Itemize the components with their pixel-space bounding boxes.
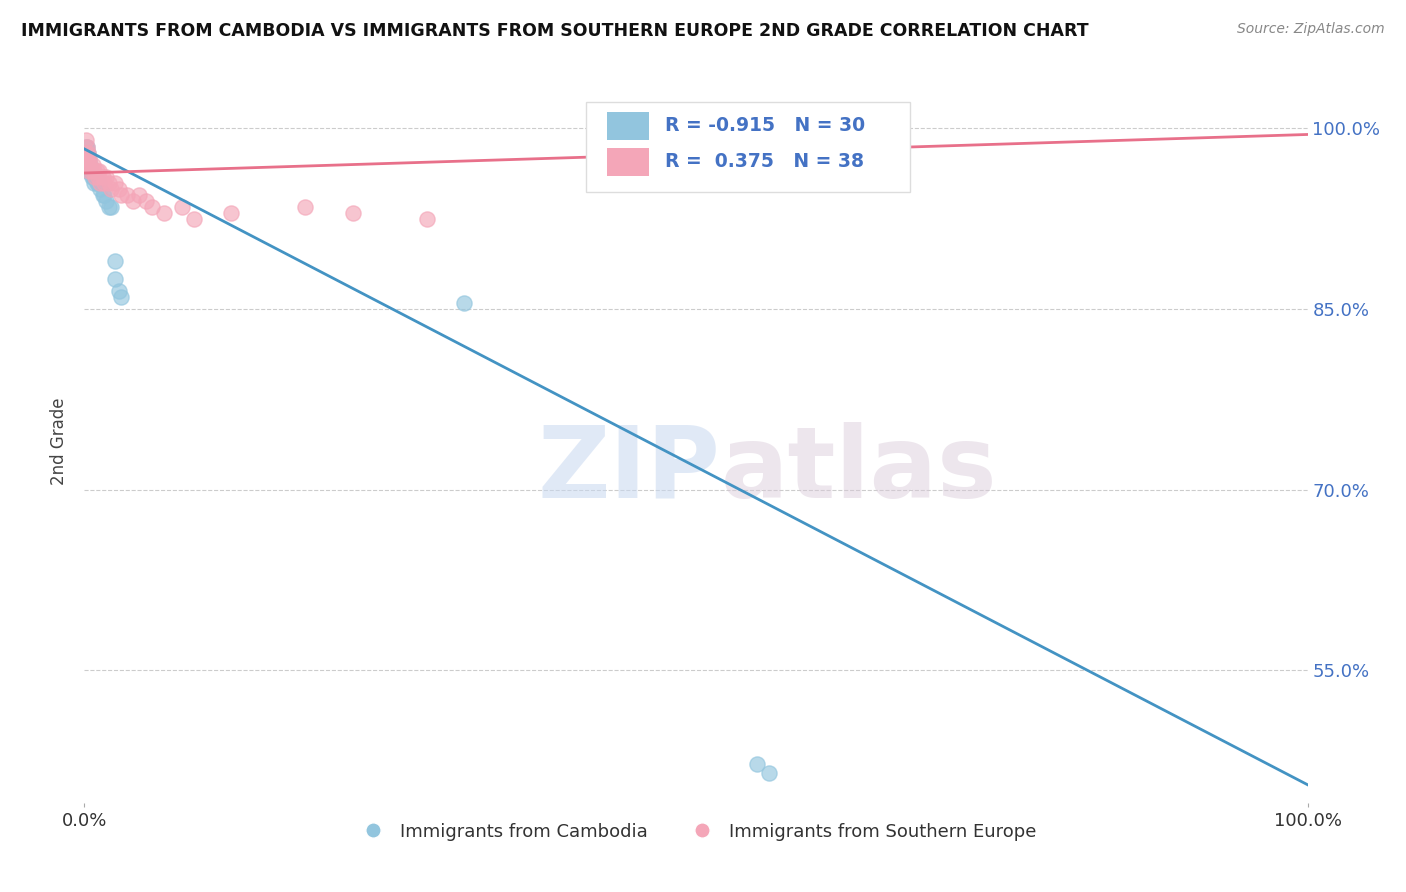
Point [97, 176, 120, 190]
Point [107, 284, 129, 298]
Y-axis label: 2nd Grade: 2nd Grade [51, 398, 69, 485]
Point [86, 176, 108, 190]
Point [87, 163, 110, 178]
Point [76, 152, 98, 166]
Point [93, 187, 115, 202]
Point [79, 158, 101, 172]
Point [79, 158, 101, 172]
Point [89, 182, 111, 196]
Point [80, 163, 103, 178]
Point [747, 757, 769, 772]
Point [183, 211, 205, 226]
Point [77, 163, 100, 178]
Point [96, 194, 118, 208]
Point [87, 169, 110, 184]
Text: R =  0.375   N = 38: R = 0.375 N = 38 [665, 153, 865, 171]
Point [84, 169, 107, 184]
Point [104, 176, 127, 190]
Text: atlas: atlas [720, 422, 997, 519]
Point [82, 169, 104, 184]
Point [77, 152, 100, 166]
Point [79, 163, 101, 178]
Point [453, 296, 475, 310]
Point [87, 176, 110, 190]
Point [97, 200, 120, 214]
Point [86, 163, 108, 178]
Point [83, 163, 105, 178]
Point [80, 169, 103, 184]
Point [104, 272, 127, 286]
Point [110, 187, 132, 202]
Point [294, 200, 316, 214]
Point [77, 145, 100, 160]
Text: IMMIGRANTS FROM CAMBODIA VS IMMIGRANTS FROM SOUTHERN EUROPE 2ND GRADE CORRELATIO: IMMIGRANTS FROM CAMBODIA VS IMMIGRANTS F… [21, 22, 1088, 40]
Point [77, 152, 100, 166]
Point [83, 176, 105, 190]
Point [416, 211, 439, 226]
Point [96, 169, 118, 184]
Point [75, 152, 97, 166]
Text: Source: ZipAtlas.com: Source: ZipAtlas.com [1237, 22, 1385, 37]
Bar [606, 148, 650, 176]
Point [77, 158, 100, 172]
Point [342, 205, 364, 219]
Point [82, 158, 104, 172]
Point [219, 205, 242, 219]
Point [77, 145, 100, 160]
Point [75, 133, 97, 147]
Point [122, 194, 145, 208]
Point [75, 139, 97, 153]
Point [91, 169, 114, 184]
Point [172, 200, 194, 214]
Text: R = -0.915   N = 30: R = -0.915 N = 30 [665, 116, 866, 136]
Bar [606, 112, 650, 139]
Point [115, 187, 138, 202]
Point [76, 139, 98, 153]
Point [104, 254, 127, 268]
Point [76, 152, 98, 166]
Point [75, 152, 97, 166]
Point [153, 205, 176, 219]
Point [110, 290, 132, 304]
Point [135, 194, 157, 208]
Point [77, 158, 100, 172]
Point [84, 169, 107, 184]
Point [141, 200, 163, 214]
Point [93, 176, 115, 190]
Legend: Immigrants from Cambodia, Immigrants from Southern Europe: Immigrants from Cambodia, Immigrants fro… [349, 815, 1043, 848]
Point [87, 176, 110, 190]
Point [75, 145, 97, 160]
Text: ZIP: ZIP [537, 422, 720, 519]
Point [89, 176, 111, 190]
Point [100, 200, 122, 214]
Point [76, 163, 98, 178]
Point [128, 187, 150, 202]
Point [758, 765, 780, 780]
Point [100, 182, 122, 196]
Point [91, 187, 114, 202]
Point [76, 139, 98, 153]
FancyBboxPatch shape [586, 102, 910, 193]
Point [107, 182, 129, 196]
